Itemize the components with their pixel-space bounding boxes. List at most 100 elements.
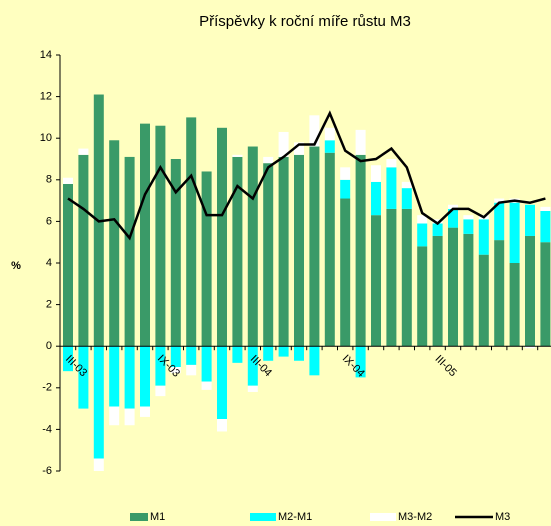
bar xyxy=(247,385,258,392)
bar xyxy=(371,215,381,347)
bar xyxy=(294,346,304,361)
bar xyxy=(417,246,428,347)
legend-swatch xyxy=(250,513,276,521)
bar xyxy=(247,346,258,386)
bar xyxy=(93,346,104,459)
bar xyxy=(309,346,320,376)
bar xyxy=(355,154,366,347)
bar xyxy=(109,406,120,426)
bar xyxy=(186,364,197,376)
bar xyxy=(201,346,212,382)
bar xyxy=(78,154,89,347)
bar xyxy=(155,385,166,397)
legend-swatch xyxy=(130,513,148,521)
y-tick-label: 2 xyxy=(46,299,52,311)
bar xyxy=(232,156,243,347)
bar xyxy=(186,346,197,365)
bar xyxy=(540,242,551,347)
bar xyxy=(201,381,212,390)
bar xyxy=(448,227,458,347)
bar xyxy=(494,198,505,203)
bar xyxy=(463,219,474,234)
bar xyxy=(217,419,227,432)
bar xyxy=(432,235,443,347)
bar xyxy=(170,159,181,347)
bar xyxy=(494,202,505,241)
legend-label: M3-M2 xyxy=(398,511,432,523)
bar xyxy=(217,127,227,347)
bar xyxy=(155,346,166,386)
bar xyxy=(155,125,166,347)
y-tick-label: 0 xyxy=(46,340,52,352)
bar xyxy=(509,263,520,347)
bar xyxy=(124,156,135,347)
bar xyxy=(278,131,289,157)
bar xyxy=(540,206,551,211)
bar xyxy=(263,156,274,164)
legend-label: M2-M1 xyxy=(278,511,312,523)
bar xyxy=(386,167,397,209)
bar xyxy=(448,208,458,228)
bar xyxy=(525,346,535,349)
bar xyxy=(401,188,412,209)
legend-label: M3 xyxy=(495,511,510,523)
bar xyxy=(278,346,289,357)
bar xyxy=(478,254,489,347)
bar xyxy=(124,408,135,426)
bar xyxy=(386,159,397,168)
bar xyxy=(494,240,505,347)
bar xyxy=(525,235,535,347)
bar xyxy=(170,367,181,374)
bar xyxy=(78,346,89,409)
bar xyxy=(401,208,412,347)
line xyxy=(67,110,546,241)
y-axis-label: % xyxy=(11,260,21,272)
bar xyxy=(309,146,320,347)
bar xyxy=(509,202,520,263)
bar xyxy=(93,458,104,471)
bar xyxy=(401,181,412,189)
bar xyxy=(340,167,351,180)
y-tick-label: 14 xyxy=(40,49,52,61)
legend-swatch xyxy=(370,513,396,521)
y-tick-label: -4 xyxy=(42,423,52,435)
bar xyxy=(124,346,135,409)
bar xyxy=(324,140,335,153)
y-tick-label: 10 xyxy=(40,132,52,144)
bar xyxy=(294,154,304,347)
bar xyxy=(63,177,73,184)
bar xyxy=(294,142,304,155)
bar xyxy=(247,146,258,347)
bar xyxy=(63,183,73,347)
bar xyxy=(201,171,212,347)
bar xyxy=(263,346,274,361)
bar xyxy=(217,346,227,419)
bar xyxy=(432,219,443,224)
bar xyxy=(263,163,274,347)
bar xyxy=(78,148,89,155)
bar xyxy=(140,123,150,347)
bar xyxy=(109,346,120,407)
bar xyxy=(140,406,150,417)
y-tick-label: 12 xyxy=(40,91,52,103)
y-tick-label: -6 xyxy=(42,465,52,477)
y-tick-label: 8 xyxy=(46,174,52,186)
bar xyxy=(232,346,243,363)
bar xyxy=(170,346,181,367)
bar xyxy=(309,115,320,147)
bar xyxy=(525,204,535,236)
y-tick-label: 4 xyxy=(46,257,52,269)
bar xyxy=(463,215,474,220)
bar xyxy=(463,233,474,347)
y-tick-label: 6 xyxy=(46,215,52,227)
bar xyxy=(340,198,351,347)
y-tick-label: -2 xyxy=(42,382,52,394)
legend-label: M1 xyxy=(150,511,165,523)
bar xyxy=(278,156,289,347)
bar xyxy=(540,211,551,243)
bar xyxy=(186,117,197,347)
bar xyxy=(417,223,428,247)
bar xyxy=(432,223,443,236)
